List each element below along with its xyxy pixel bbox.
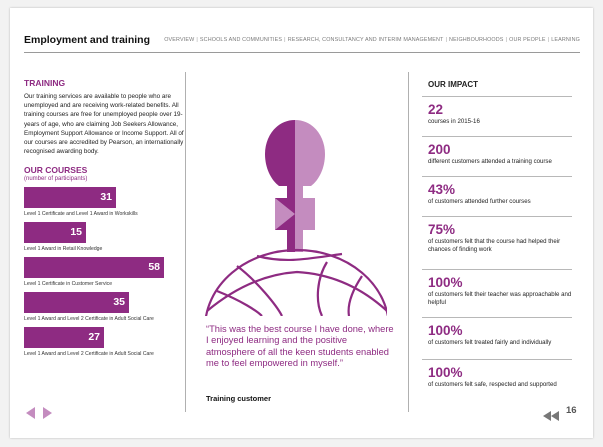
impact-item: 100% of customers felt their teacher was… bbox=[422, 269, 572, 317]
rewind-icon[interactable] bbox=[543, 411, 561, 421]
impact-list: 22 courses in 2015-16 200 different cust… bbox=[422, 96, 572, 397]
course-bar: 27 bbox=[24, 327, 104, 349]
impact-description: of customers felt that the course had he… bbox=[428, 238, 561, 253]
course-label: Level 1 Certificate in Customer Service bbox=[24, 281, 113, 288]
courses-subheading: (number of participants) bbox=[24, 176, 88, 183]
impact-item: 75% of customers felt that the course ha… bbox=[422, 216, 572, 269]
torso-right-shape bbox=[295, 198, 315, 230]
section-nav: OVERVIEW | SCHOOLS AND COMMUNITIES | RESEARC… bbox=[164, 37, 580, 43]
impact-heading: OUR IMPACT bbox=[428, 80, 479, 89]
course-value: 27 bbox=[88, 331, 100, 344]
impact-number: 75% bbox=[428, 222, 456, 237]
training-heading: TRAINING bbox=[24, 78, 66, 88]
course-item: 35 Level 1 Award and Level 2 Certificate… bbox=[24, 292, 184, 322]
impact-description: different customers attended a training … bbox=[428, 158, 552, 165]
impact-description: of customers felt safe, respected and su… bbox=[428, 381, 557, 388]
course-bar: 15 bbox=[24, 222, 86, 244]
globe-shape bbox=[205, 248, 387, 316]
head-right-shape bbox=[295, 120, 325, 186]
quote-author: Training customer bbox=[206, 394, 272, 403]
nav-neighbourhoods[interactable]: NEIGHBOURHOODS bbox=[449, 37, 504, 43]
page-title: Employment and training bbox=[24, 34, 151, 46]
course-value: 31 bbox=[100, 191, 112, 204]
nav-our-people[interactable]: OUR PEOPLE bbox=[509, 37, 546, 43]
page-nav-arrows bbox=[25, 406, 57, 425]
course-bar: 31 bbox=[24, 187, 116, 209]
impact-number: 43% bbox=[428, 182, 456, 197]
training-body: Our training services are available to p… bbox=[24, 93, 184, 156]
impact-item: 200 different customers attended a train… bbox=[422, 136, 572, 176]
column-divider-left bbox=[185, 72, 186, 412]
page: Employment and training OVERVIEW | SCHOOLS… bbox=[10, 8, 593, 438]
page-header: Employment and training OVERVIEW | SCHOOLS… bbox=[24, 30, 580, 53]
person-on-globe-illustration bbox=[205, 120, 387, 316]
course-item: 15 Level 1 Award in Retail Knowledge bbox=[24, 222, 184, 252]
course-item: 31 Level 1 Certificate and Level 1 Award… bbox=[24, 187, 184, 217]
impact-number: 100% bbox=[428, 365, 463, 380]
impact-description: of customers attended further courses bbox=[428, 198, 531, 205]
course-item: 58 Level 1 Certificate in Customer Servi… bbox=[24, 257, 184, 287]
course-item: 27 Level 1 Award and Level 2 Certificate… bbox=[24, 327, 184, 357]
course-bar: 35 bbox=[24, 292, 129, 314]
nav-research-consultancy[interactable]: RESEARCH, CONSULTANCY AND INTERIM MANAGE… bbox=[287, 37, 444, 43]
impact-description: of customers felt treated fairly and ind… bbox=[428, 339, 552, 346]
nav-overview[interactable]: OVERVIEW bbox=[164, 37, 195, 43]
impact-description: of customers felt their teacher was appr… bbox=[428, 291, 572, 306]
customer-quote: “This was the best course I have done, w… bbox=[206, 324, 394, 369]
impact-number: 100% bbox=[428, 323, 463, 338]
impact-description: courses in 2015-16 bbox=[428, 118, 480, 125]
impact-number: 100% bbox=[428, 275, 463, 290]
column-divider-right bbox=[408, 72, 409, 412]
left-column: TRAINING Our training services are avail… bbox=[24, 78, 184, 357]
impact-number: 200 bbox=[428, 142, 451, 157]
course-bar: 58 bbox=[24, 257, 164, 279]
rewind-control[interactable] bbox=[543, 408, 561, 426]
course-value: 35 bbox=[113, 296, 125, 309]
nav-learning[interactable]: LEARNING bbox=[551, 37, 580, 43]
impact-item: 100% of customers felt safe, respected a… bbox=[422, 359, 572, 397]
course-label: Level 1 Award in Retail Knowledge bbox=[24, 246, 103, 253]
impact-item: 100% of customers felt treated fairly an… bbox=[422, 317, 572, 359]
head-left-shape bbox=[265, 120, 295, 186]
impact-item: 43% of customers attended further course… bbox=[422, 176, 572, 216]
course-label: Level 1 Award and Level 2 Certificate in… bbox=[24, 351, 154, 358]
nav-schools-and-communities[interactable]: SCHOOLS AND COMMUNITIES bbox=[199, 37, 283, 43]
course-label: Level 1 Certificate and Level 1 Award in… bbox=[24, 211, 138, 218]
course-value: 15 bbox=[70, 226, 82, 239]
arrow-left-icon[interactable] bbox=[26, 407, 35, 419]
page-number: 16 bbox=[566, 405, 577, 416]
impact-number: 22 bbox=[428, 102, 444, 117]
impact-item: 22 courses in 2015-16 bbox=[422, 96, 572, 136]
courses-heading: OUR COURSES bbox=[24, 165, 88, 176]
course-value: 58 bbox=[148, 261, 160, 274]
course-label: Level 1 Award and Level 2 Certificate in… bbox=[24, 316, 154, 323]
arrow-right-icon[interactable] bbox=[43, 407, 52, 419]
